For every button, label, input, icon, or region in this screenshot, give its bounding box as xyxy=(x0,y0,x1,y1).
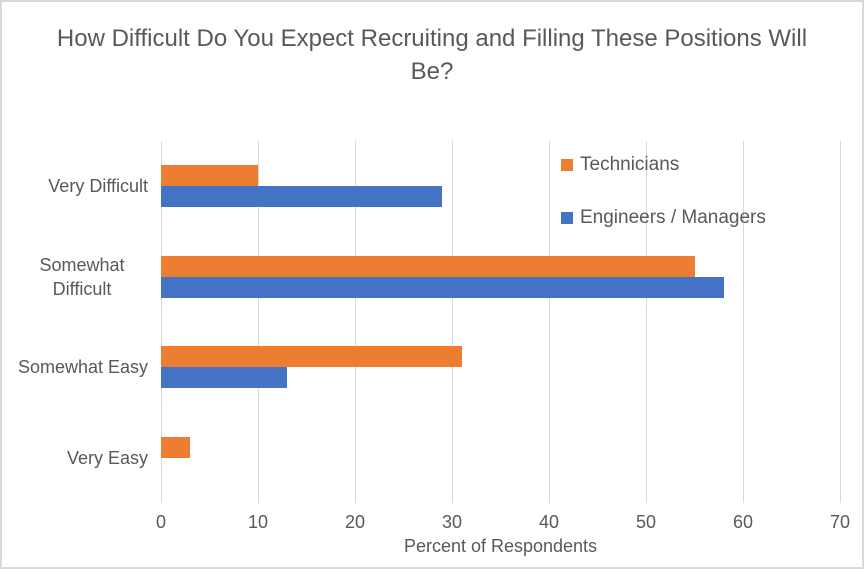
x-axis-title: Percent of Respondents xyxy=(403,536,598,556)
gridline-30 xyxy=(452,141,453,503)
plot-area: Technicians Engineers / Managers xyxy=(161,141,841,503)
bar-technicians-very-easy xyxy=(161,436,191,458)
x-axis-tick-labels: 0 10 20 30 40 50 60 70 xyxy=(156,511,850,533)
legend-entry-engineers-managers: Engineers / Managers xyxy=(561,207,766,228)
gridline-0 xyxy=(161,141,162,503)
category-label-text: Somewhat Difficult xyxy=(39,254,125,299)
legend-label: Engineers / Managers xyxy=(580,207,766,228)
x-tick-label-50: 50 xyxy=(635,512,657,532)
category-label-somewhat-easy: Somewhat Easy xyxy=(2,355,148,379)
chart-title-text: How Difficult Do You Expect Recruiting a… xyxy=(56,25,808,85)
legend: Technicians Engineers / Managers xyxy=(561,154,766,228)
category-label-text: Very Easy xyxy=(66,447,148,468)
bar-technicians-somewhat-difficult xyxy=(161,255,695,277)
gridline-20 xyxy=(355,141,356,503)
bar-technicians-very-difficult xyxy=(161,165,258,187)
bar-technicians-somewhat-easy xyxy=(161,346,462,368)
gridline-50 xyxy=(646,141,647,503)
x-tick-label-20: 20 xyxy=(344,512,366,532)
bar-engineers-managers-very-difficult xyxy=(161,186,443,208)
category-label-very-easy: Very Easy xyxy=(2,446,148,470)
x-tick-label-0: 0 xyxy=(155,512,167,532)
x-tick-label-70: 70 xyxy=(829,512,851,532)
x-tick-label-10: 10 xyxy=(247,512,269,532)
legend-entry-technicians: Technicians xyxy=(561,154,766,175)
category-axis: Very Difficult Somewhat Difficult Somewhat… xyxy=(2,141,148,503)
legend-label: Technicians xyxy=(580,154,680,175)
chart-title: How Difficult Do You Expect Recruiting a… xyxy=(2,22,862,88)
gridline-10 xyxy=(258,141,259,503)
bar-engineers-managers-somewhat-easy xyxy=(161,367,288,389)
category-label-somewhat-difficult: Somewhat Difficult xyxy=(2,253,148,301)
x-tick-label-60: 60 xyxy=(732,512,754,532)
gridline-40 xyxy=(549,141,550,503)
legend-swatch-icon xyxy=(561,158,573,171)
gridline-70 xyxy=(840,141,841,503)
legend-swatch-icon xyxy=(561,211,573,224)
category-label-very-difficult: Very Difficult xyxy=(2,174,148,198)
gridline-60 xyxy=(743,141,744,503)
x-tick-label-30: 30 xyxy=(441,512,463,532)
bar-engineers-managers-somewhat-difficult xyxy=(161,276,724,298)
x-tick-label-40: 40 xyxy=(538,512,560,532)
category-label-text: Somewhat Easy xyxy=(17,357,148,378)
category-label-text: Very Difficult xyxy=(48,176,148,197)
